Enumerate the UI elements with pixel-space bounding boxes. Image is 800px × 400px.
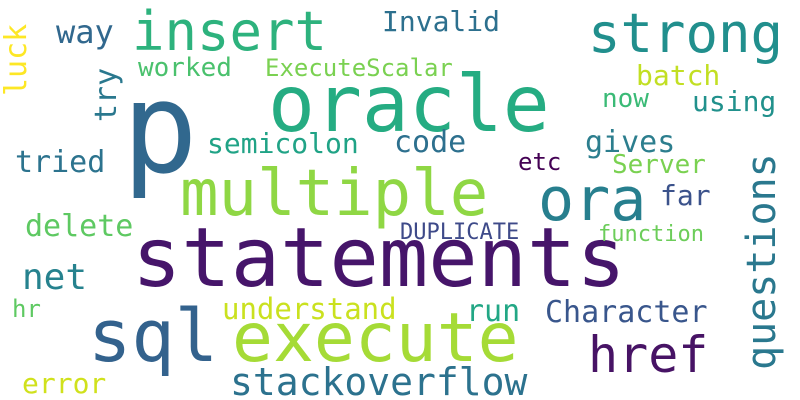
word-luck: luck <box>0 23 34 96</box>
word-run: run <box>466 294 521 329</box>
word-statements: statements <box>132 211 626 306</box>
word-batch: batch <box>636 59 721 92</box>
word-now: now <box>602 84 649 114</box>
word-invalid: Invalid <box>382 5 501 38</box>
word-hr: hr <box>12 295 41 323</box>
word-href: href <box>588 326 709 384</box>
word-try: try <box>89 67 124 122</box>
word-function: function <box>598 222 704 247</box>
word-semicolon: semicolon <box>207 127 359 160</box>
word-insert: insert <box>132 0 328 63</box>
word-sql: sql <box>88 294 219 378</box>
word-error: error <box>22 367 107 400</box>
word-net: net <box>22 257 88 298</box>
word-execute: execute <box>232 299 519 378</box>
word-understand: understand <box>222 292 397 326</box>
word-worked: worked <box>138 53 232 83</box>
word-tried: tried <box>15 145 106 180</box>
word-executescalar: ExecuteScalar <box>265 54 453 82</box>
word-way: way <box>56 13 114 51</box>
word-ora: ora <box>538 165 647 235</box>
word-stackoverflow: stackoverflow <box>230 360 528 400</box>
word-delete: delete <box>25 209 134 244</box>
word-server: Server <box>612 150 706 180</box>
word-character: Character <box>545 295 708 330</box>
word-duplicate: DUPLICATE <box>400 220 520 245</box>
word-using: using <box>692 85 777 118</box>
word-etc: etc <box>518 148 562 176</box>
word-gives: gives <box>585 125 676 160</box>
word-p: p <box>122 55 198 202</box>
word-multiple: multiple <box>180 157 489 231</box>
word-far: far <box>660 179 711 212</box>
word-oracle: oracle <box>268 60 550 150</box>
word-strong: strong <box>588 2 784 65</box>
word-questions: questions <box>739 153 785 370</box>
word-code: code <box>394 125 467 160</box>
